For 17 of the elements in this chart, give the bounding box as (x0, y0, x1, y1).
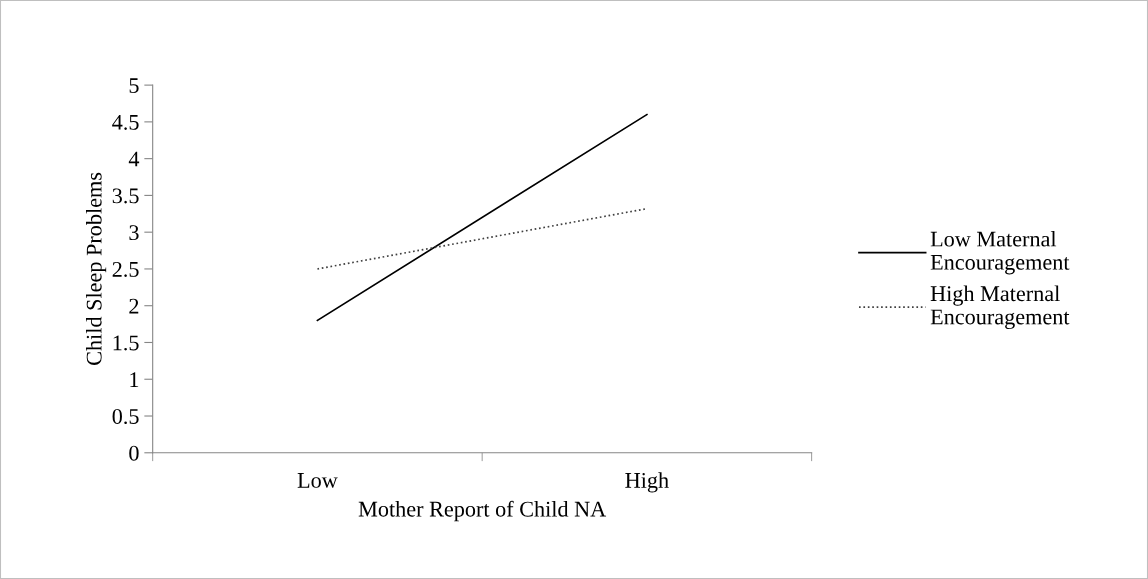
y-tick-label: 0 (129, 445, 139, 461)
y-tick-label: 4 (128, 151, 140, 167)
x-tick-label: Low (297, 473, 338, 488)
x-tick-label: High (625, 472, 669, 493)
y-tick-label: 0.5 (112, 408, 139, 425)
x-axis-title: Mother Report of Child NA (358, 500, 607, 522)
y-tick-label: 1.5 (113, 335, 139, 351)
y-axis-title: Child Sleep Problems (86, 172, 107, 365)
y-tick-label: 4.5 (112, 114, 139, 130)
y-tick-label: 2 (129, 298, 139, 314)
y-tick-label: 1 (130, 372, 139, 387)
legend-label: Low Maternal Encouragement (930, 230, 1070, 275)
y-tick-label: 5 (129, 78, 139, 94)
y-tick-label: 3.5 (112, 188, 139, 204)
y-tick-label: 2.5 (112, 261, 139, 277)
y-tick-label: 3 (129, 225, 139, 241)
legend-label: High Maternal Encouragement (930, 285, 1070, 330)
